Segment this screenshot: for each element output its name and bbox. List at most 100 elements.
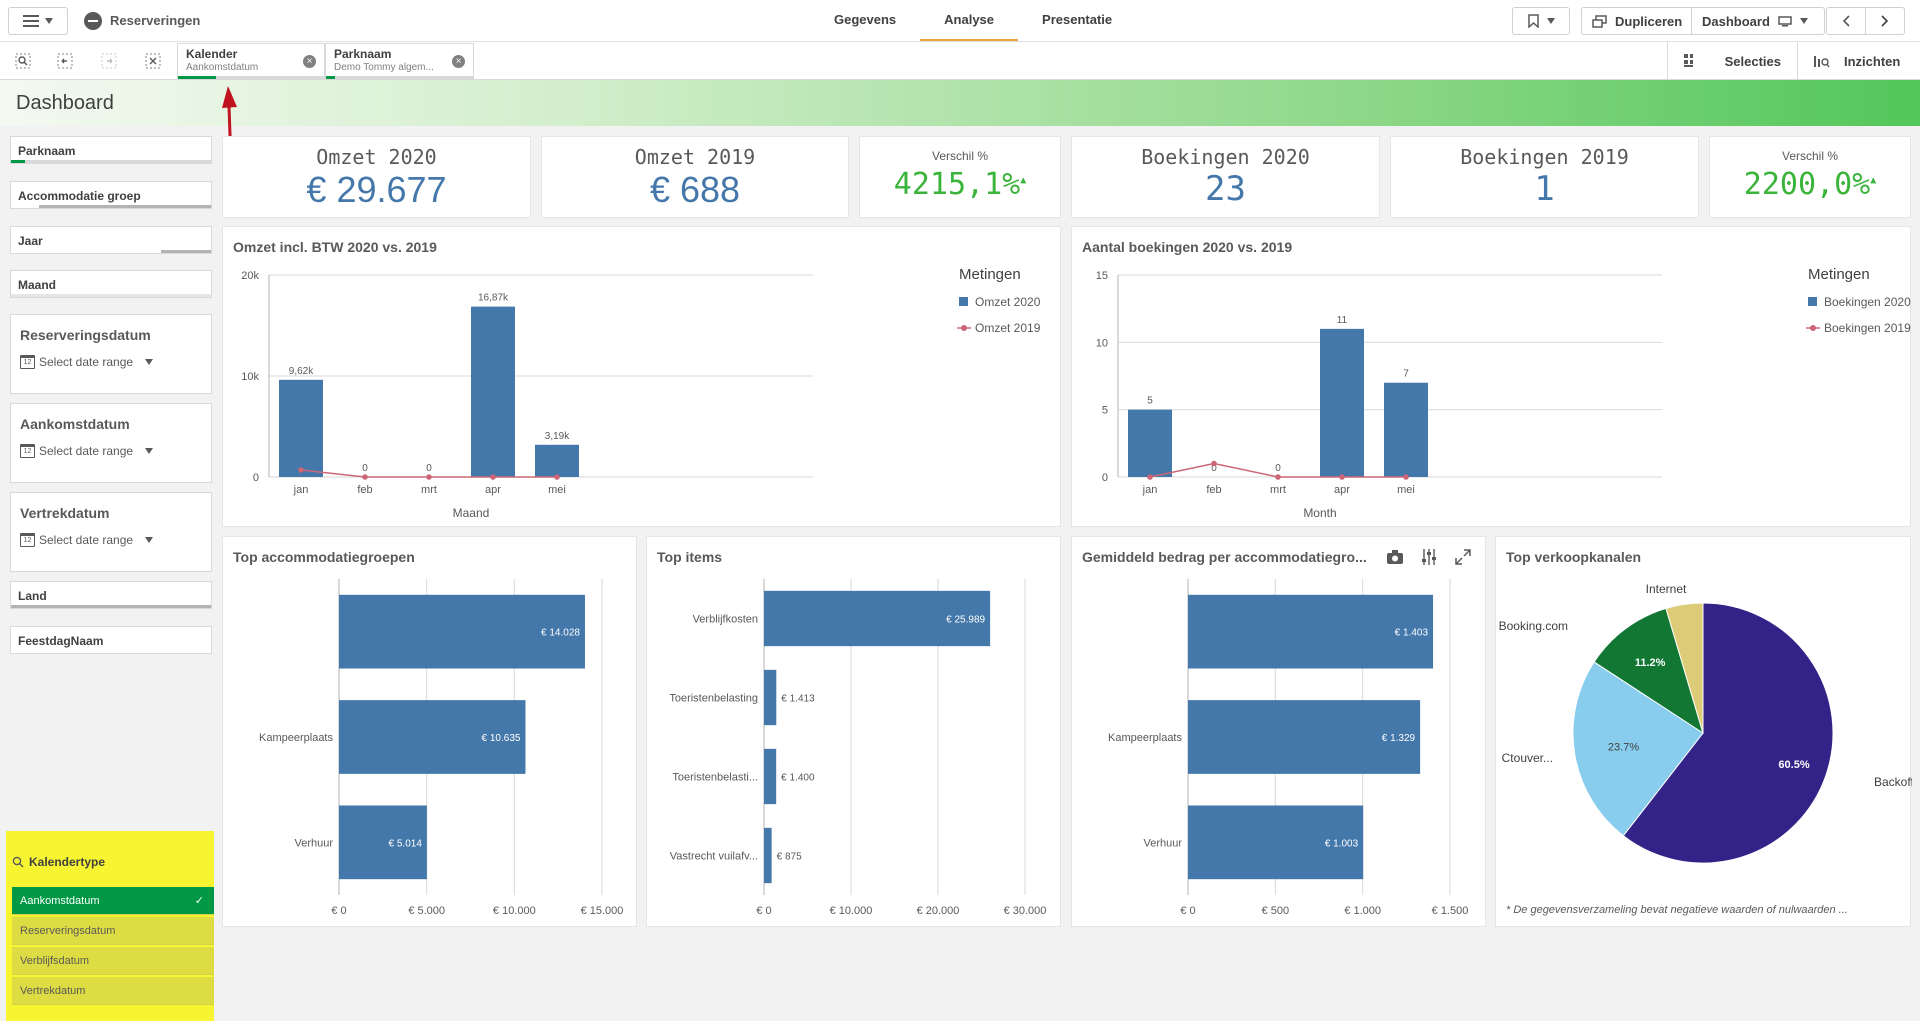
filter-jaar[interactable]: Jaar: [10, 226, 212, 254]
legend-swatch: [1810, 325, 1816, 331]
filter-land[interactable]: Land: [10, 581, 212, 609]
sheet-selector[interactable]: Dashboard: [1691, 7, 1825, 35]
bar-jan: [1128, 409, 1172, 477]
chevron-left-icon: [1842, 15, 1850, 27]
chart-top-items[interactable]: Top items € 0 € 10.000 € 20.000 € 30.000 Ver…: [646, 536, 1061, 927]
x-tick-label: mrt: [421, 484, 437, 496]
filter-parknaam[interactable]: Parknaam: [10, 136, 212, 164]
x-tick-label: feb: [357, 484, 372, 496]
kpi-boekingen-2020[interactable]: Boekingen 2020 23: [1071, 136, 1380, 218]
previous-sheet-button[interactable]: [1826, 7, 1866, 35]
inzichten-button[interactable]: Inzichten: [1797, 42, 1920, 80]
bookmark-button[interactable]: [1512, 7, 1570, 35]
bar-1: [1188, 700, 1421, 774]
line-point: [1147, 474, 1153, 480]
filter-reserveringsdatum[interactable]: Reserveringsdatum 12 Select date range: [10, 314, 212, 394]
pie-category-label: Backoffice: [1874, 775, 1912, 789]
x-tick-label: apr: [1334, 484, 1350, 496]
hamburger-icon: [23, 15, 39, 27]
chart-svg: € 0 € 500 € 1.000 € 1.500 € 1.403 Kampeerplaa…: [1108, 579, 1468, 917]
kpi-omzet-2020[interactable]: Omzet 2020 € 29.677: [222, 136, 531, 218]
filter-feestdagnaam[interactable]: FeestdagNaam: [10, 626, 212, 654]
step-forward-icon[interactable]: [98, 50, 120, 72]
date-range-select[interactable]: 12 Select date range: [20, 533, 154, 547]
line-point: [298, 467, 304, 473]
bar-mei: [535, 444, 579, 477]
data-label: € 5.014: [389, 838, 423, 849]
list-item-label: Reserveringsdatum: [20, 925, 116, 937]
data-label: 0: [1211, 463, 1217, 474]
chart-gemiddeld-bedrag[interactable]: Gemiddeld bedrag per accommodatiegro... …: [1071, 536, 1486, 927]
chart-omzet[interactable]: Omzet incl. BTW 2020 vs. 2019 0 10k 20k 9,6…: [222, 226, 1061, 527]
list-item-reserveringsdatum[interactable]: Reserveringsdatum: [12, 917, 214, 945]
data-label: € 10.635: [482, 733, 521, 744]
selection-chip-kalender[interactable]: Kalender Aankomstdatum ×: [177, 43, 325, 79]
smart-search-icon[interactable]: [12, 50, 34, 72]
selection-state-bar: [326, 76, 473, 79]
fullscreen-icon[interactable]: [1455, 549, 1471, 565]
kpi-title: Boekingen 2020: [1141, 145, 1310, 169]
calendar-icon: 12: [20, 533, 35, 547]
filter-label: Maand: [18, 278, 57, 292]
next-sheet-button[interactable]: [1865, 7, 1905, 35]
chart-title: Gemiddeld bedrag per accommodatiegro...: [1082, 549, 1367, 565]
global-menu-button[interactable]: [8, 7, 68, 35]
pie-pct-label: 60.5%: [1778, 759, 1809, 771]
pie-category-label: Ctouver...: [1502, 751, 1553, 765]
filter-label: Accommodatie groep: [18, 189, 141, 203]
calendar-icon: 12: [20, 444, 35, 458]
filter-maand[interactable]: Maand: [10, 270, 212, 298]
category-label: Kampeerplaats: [1108, 732, 1182, 744]
step-back-icon[interactable]: [54, 50, 76, 72]
exploration-menu-icon[interactable]: [1420, 548, 1438, 566]
duplicate-button[interactable]: Dupliceren: [1581, 7, 1692, 35]
pie-slice-internet: [1665, 602, 1704, 734]
date-range-select[interactable]: 12 Select date range: [20, 355, 154, 369]
list-item-label: Aankomstdatum: [20, 895, 100, 907]
kpi-title: Omzet 2019: [634, 145, 756, 169]
filter-vertrekdatum[interactable]: Vertrekdatum 12 Select date range: [10, 492, 212, 572]
clear-selection-icon[interactable]: ×: [303, 55, 316, 68]
tab-gegevens[interactable]: Gegevens: [834, 12, 897, 27]
x-tick-label: € 30.000: [1004, 905, 1047, 917]
date-range-select[interactable]: 12 Select date range: [20, 444, 154, 458]
x-tick-label: € 5.000: [408, 905, 445, 917]
chart-boekingen[interactable]: Aantal boekingen 2020 vs. 2019 0 5 10 15 5 ja…: [1071, 226, 1911, 527]
chart-top-accommodatiegroepen[interactable]: Top accommodatiegroepen € 0 € 5.000 € 10.0…: [222, 536, 637, 927]
snapshot-icon[interactable]: [1386, 549, 1404, 565]
data-label: € 1.400: [781, 773, 815, 784]
data-label: € 1.329: [1382, 733, 1416, 744]
chevron-down-icon: [1799, 18, 1808, 24]
chart-title: Top items: [657, 549, 723, 565]
selecties-button[interactable]: Selecties: [1667, 42, 1797, 80]
kpi-value: 2200,0%: [1743, 167, 1871, 202]
list-item-verblijfsdatum[interactable]: Verblijfsdatum: [12, 947, 214, 975]
kalendertype-header[interactable]: Kalendertype: [12, 855, 105, 869]
filter-accommodatie-groep[interactable]: Accommodatie groep: [10, 181, 212, 209]
kpi-boekingen-2019[interactable]: Boekingen 2019 1: [1390, 136, 1699, 218]
kpi-omzet-2019[interactable]: Omzet 2019 € 688: [541, 136, 849, 218]
date-range-placeholder: Select date range: [39, 355, 134, 369]
x-tick-label: jan: [1142, 484, 1158, 496]
chevron-down-icon: [145, 359, 154, 365]
clear-all-icon[interactable]: [142, 50, 164, 72]
chart-title: Aantal boekingen 2020 vs. 2019: [1082, 239, 1293, 255]
check-icon: ✓: [194, 895, 204, 907]
x-tick-label: mei: [1397, 484, 1415, 496]
kpi-verschil-omzet[interactable]: Verschil % 4215,1%▲: [859, 136, 1061, 218]
filter-aankomstdatum[interactable]: Aankomstdatum 12 Select date range: [10, 403, 212, 483]
app-name: Reserveringen: [110, 13, 201, 28]
tab-presentatie[interactable]: Presentatie: [1042, 12, 1113, 27]
selection-chip-parknaam[interactable]: Parknaam Demo Tommy algem... ×: [325, 43, 474, 79]
top-bar: Reserveringen Gegevens Analyse Presentat…: [0, 0, 1920, 42]
clear-selection-icon[interactable]: ×: [452, 55, 465, 68]
mode-tabs: Gegevens Analyse Presentatie: [810, 0, 1136, 41]
list-item-aankomstdatum[interactable]: Aankomstdatum ✓: [12, 887, 214, 915]
list-item-vertrekdatum[interactable]: Vertrekdatum: [12, 977, 214, 1005]
chevron-down-icon: [145, 537, 154, 543]
tab-analyse[interactable]: Analyse: [920, 0, 1019, 41]
kpi-verschil-boekingen[interactable]: Verschil % 2200,0%▲: [1709, 136, 1911, 218]
data-label: 11: [1337, 315, 1348, 326]
chart-top-verkoopkanalen[interactable]: Top verkoopkanalen 60.5% Backoffice 23.7% C…: [1495, 536, 1912, 927]
pie-category-label: Booking.com: [1499, 619, 1568, 633]
